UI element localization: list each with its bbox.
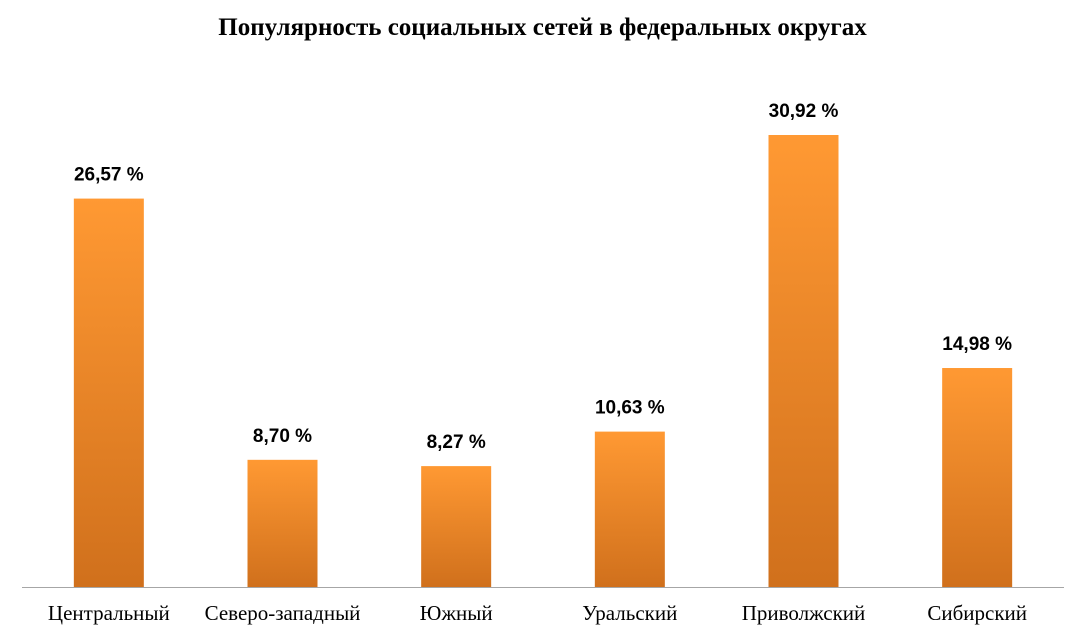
bar-5 [768,135,839,587]
data-label-2: 8,70 % [253,426,312,447]
category-label-5: Приволжский [742,601,866,625]
category-label-1: Центральный [48,601,170,625]
chart-title: Популярность социальных сетей в федераль… [218,14,867,41]
bar-1 [73,198,144,587]
bar-2 [247,459,318,587]
category-labels-group: Центральный Северо-западный Южный Уральский… [48,601,1027,625]
bar-6 [942,368,1013,587]
data-label-6: 14,98 % [942,334,1012,355]
category-label-2: Северо-западный [205,601,361,625]
bar-3 [421,466,492,587]
data-label-3: 8,27 % [427,432,486,453]
data-label-1: 26,57 % [74,165,144,186]
bars-group [73,135,1013,587]
data-labels-group: 26,57 % 8,70 % 8,27 % 10,63 % 30,92 % 14,98 % [74,101,1012,453]
category-label-6: Сибирский [927,601,1027,625]
data-label-5: 30,92 % [769,101,839,122]
bar-4 [594,431,665,587]
category-label-4: Уральский [582,601,677,625]
category-label-3: Южный [420,601,493,625]
data-label-4: 10,63 % [595,398,665,419]
